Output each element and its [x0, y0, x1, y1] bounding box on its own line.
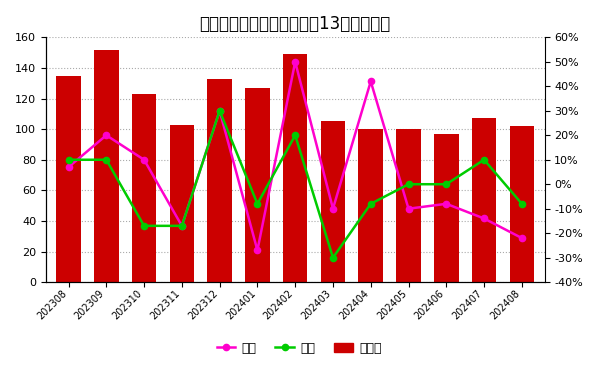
同比 [103, 133, 110, 138]
同比 [216, 109, 223, 113]
同比 [405, 206, 412, 211]
环比 [443, 182, 450, 186]
Bar [170, 124, 194, 282]
环比 [216, 109, 223, 113]
同比 [481, 216, 488, 221]
Bar [245, 88, 270, 282]
同比 [443, 202, 450, 206]
Legend: 同比, 环比, 产销率: 同比, 环比, 产销率 [212, 337, 386, 360]
Line: 环比: 环比 [65, 108, 525, 261]
同比 [518, 236, 526, 240]
Line: 同比: 同比 [65, 59, 525, 253]
Title: 中国棕刚玉在产生产商过去13个月产销率: 中国棕刚玉在产生产商过去13个月产销率 [200, 15, 391, 33]
同比 [367, 79, 374, 83]
同比 [65, 165, 72, 169]
环比 [141, 224, 148, 228]
同比 [141, 157, 148, 162]
环比 [367, 202, 374, 206]
同比 [329, 206, 337, 211]
同比 [254, 248, 261, 253]
Bar [283, 54, 307, 282]
Bar [208, 79, 232, 282]
Bar [472, 119, 496, 282]
Bar [509, 126, 534, 282]
环比 [254, 202, 261, 206]
Bar [434, 134, 459, 282]
环比 [65, 157, 72, 162]
环比 [481, 157, 488, 162]
环比 [518, 202, 526, 206]
Bar [56, 76, 81, 282]
Bar [132, 94, 156, 282]
Bar [94, 49, 118, 282]
Bar [358, 129, 383, 282]
环比 [103, 157, 110, 162]
环比 [292, 133, 299, 138]
环比 [329, 255, 337, 260]
环比 [178, 224, 185, 228]
同比 [178, 224, 185, 228]
同比 [292, 60, 299, 64]
环比 [405, 182, 412, 186]
Bar [396, 129, 421, 282]
Bar [321, 122, 345, 282]
